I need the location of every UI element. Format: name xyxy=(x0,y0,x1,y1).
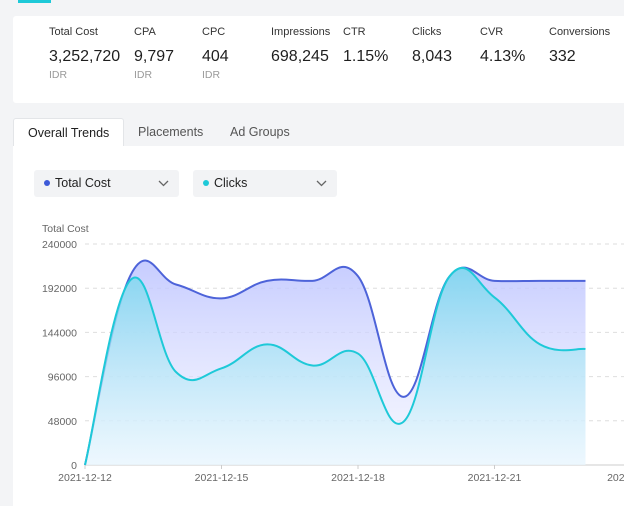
top-accent-bar xyxy=(18,0,51,3)
metric-total-cost: Total Cost 3,252,720 IDR xyxy=(49,26,120,81)
metric-cvr: CVR 4.13% xyxy=(480,26,525,66)
metric-label: Impressions xyxy=(271,26,331,38)
y-tick-label: 48000 xyxy=(48,416,77,428)
metrics-summary-card: Total Cost 3,252,720 IDR CPA 9,797 IDR C… xyxy=(13,16,624,103)
x-tick-label: 2021-12-18 xyxy=(331,472,385,484)
metric-unit: IDR xyxy=(202,69,221,81)
y-axis-title: Total Cost xyxy=(42,223,89,235)
metric-label: CPA xyxy=(134,26,156,38)
metric-select-primary[interactable]: Total Cost xyxy=(34,170,179,197)
x-tick-label: 2021-12-2 xyxy=(607,472,624,484)
trend-area-chart: Total Cost 240000 192000 144000 96000 48000 0… xyxy=(42,223,624,484)
metric-value: 9,797 xyxy=(134,48,175,65)
metric-value: 3,252,720 xyxy=(49,48,121,65)
series-color-dot xyxy=(44,180,50,186)
y-tick-label: 192000 xyxy=(42,283,77,295)
y-tick-label: 96000 xyxy=(48,372,77,384)
metric-conversions: Conversions 332 xyxy=(549,26,610,66)
y-tick-label: 0 xyxy=(71,460,77,472)
chevron-down-icon xyxy=(316,180,327,187)
tab-ad-groups[interactable]: Ad Groups xyxy=(230,125,290,139)
series-line xyxy=(84,267,586,466)
series-area xyxy=(85,267,586,465)
x-tick-label: 2021-12-15 xyxy=(195,472,249,484)
tab-overall-trends[interactable]: Overall Trends xyxy=(13,118,125,147)
chevron-down-icon xyxy=(158,180,169,187)
metric-value: 1.15% xyxy=(343,48,389,65)
tab-placements[interactable]: Placements xyxy=(138,125,204,139)
metric-value: 698,245 xyxy=(271,48,329,65)
metric-label: CVR xyxy=(480,26,504,38)
y-tick-label: 144000 xyxy=(42,327,77,339)
metric-value: 8,043 xyxy=(412,48,453,65)
metric-impressions: Impressions 698,245 xyxy=(271,26,330,66)
series-line xyxy=(84,259,586,466)
x-tick-label: 2021-12-12 xyxy=(58,472,112,484)
metric-unit: IDR xyxy=(49,69,68,81)
metric-ctr: CTR 1.15% xyxy=(343,26,388,66)
chart-panel: Total Cost Clicks Total Cost 240000 19200… xyxy=(13,146,624,506)
metric-label: Conversions xyxy=(549,26,611,38)
series-color-dot xyxy=(203,180,209,186)
metric-unit: IDR xyxy=(134,69,153,81)
metric-value: 404 xyxy=(202,48,229,65)
metric-value: 332 xyxy=(549,48,576,65)
metric-label: Total Cost xyxy=(49,26,98,38)
metric-select-secondary[interactable]: Clicks xyxy=(193,170,337,197)
metric-value: 4.13% xyxy=(480,48,526,65)
metric-clicks: Clicks 8,043 xyxy=(412,26,452,66)
metric-label: CPC xyxy=(202,26,226,38)
select-label: Clicks xyxy=(214,176,248,190)
metric-label: CTR xyxy=(343,26,366,38)
select-label: Total Cost xyxy=(55,176,111,190)
metric-cpa: CPA 9,797 IDR xyxy=(134,26,174,81)
y-tick-label: 240000 xyxy=(42,239,77,251)
metric-cpc: CPC 404 IDR xyxy=(202,26,229,81)
x-tick-label: 2021-12-21 xyxy=(468,472,522,484)
metric-label: Clicks xyxy=(412,26,442,38)
